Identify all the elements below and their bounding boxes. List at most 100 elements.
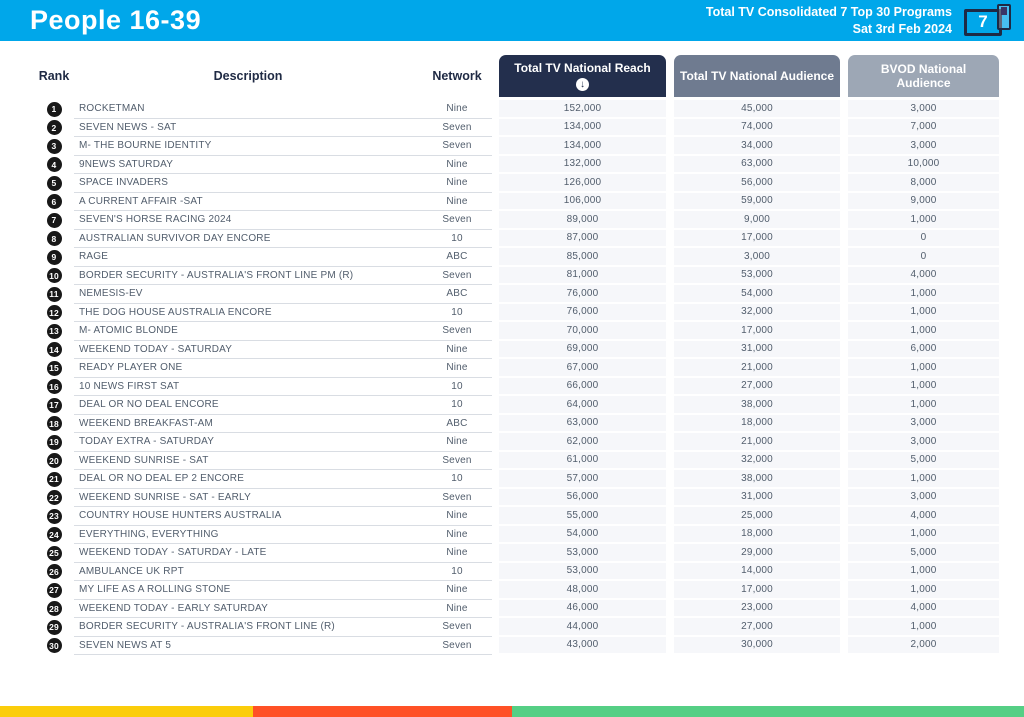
column-gap (492, 433, 499, 452)
column-gap (840, 55, 848, 97)
column-gap (666, 156, 674, 175)
column-gap (492, 100, 499, 119)
network-value: 10 (422, 230, 492, 248)
audience-value: 74,000 (674, 118, 840, 137)
column-gap (840, 304, 848, 323)
bvod-value: 0 (848, 248, 999, 267)
network-value: Nine (422, 526, 492, 544)
program-description: READY PLAYER ONE (74, 359, 422, 378)
column-gap (840, 322, 848, 341)
column-header-audience[interactable]: Total TV National Audience (674, 55, 840, 97)
network-value: 10 (422, 563, 492, 581)
column-gap (492, 526, 499, 545)
bvod-value: 1,000 (848, 396, 999, 415)
network-value: Seven (422, 119, 492, 137)
table-row: 10 BORDER SECURITY - AUSTRALIA'S FRONT L… (34, 266, 999, 285)
column-header-network: Network (432, 69, 482, 83)
network-value: ABC (422, 415, 492, 433)
rank-badge: 23 (46, 508, 62, 524)
table-row: 5 SPACE INVADERS Nine 126,000 56,000 8,0… (34, 174, 999, 193)
program-description: BORDER SECURITY - AUSTRALIA'S FRONT LINE… (74, 618, 422, 637)
bvod-value: 1,000 (848, 322, 999, 341)
column-gap (666, 304, 674, 323)
table-row: 7 SEVEN'S HORSE RACING 2024 Seven 89,000… (34, 211, 999, 230)
table-row: 16 10 NEWS FIRST SAT 10 66,000 27,000 1,… (34, 377, 999, 396)
bvod-value: 1,000 (848, 359, 999, 378)
rank-badge: 12 (46, 305, 62, 321)
audience-value: 34,000 (674, 137, 840, 156)
bvod-value: 5,000 (848, 544, 999, 563)
program-description: SPACE INVADERS (74, 174, 422, 193)
rank-badge: 17 (46, 397, 62, 413)
column-header-description: Description (213, 69, 283, 83)
column-gap (492, 600, 499, 619)
reach-value: 89,000 (499, 211, 666, 230)
column-header-bvod[interactable]: BVOD National Audience (848, 55, 999, 97)
column-gap (840, 507, 848, 526)
column-header-reach[interactable]: Total TV National Reach ↓ (499, 55, 666, 97)
network-value: 10 (422, 396, 492, 415)
audience-value: 56,000 (674, 174, 840, 193)
column-gap (666, 100, 674, 119)
audience-value: 21,000 (674, 359, 840, 378)
reach-value: 76,000 (499, 285, 666, 304)
reach-value: 134,000 (499, 118, 666, 137)
network-value: Nine (422, 433, 492, 452)
column-gap (840, 230, 848, 249)
reach-value: 76,000 (499, 303, 666, 322)
audience-value: 30,000 (674, 636, 840, 655)
table-row: 22 WEEKEND SUNRISE - SAT - EARLY Seven 5… (34, 488, 999, 507)
column-gap (666, 396, 674, 415)
audience-value: 18,000 (674, 414, 840, 433)
bvod-value: 4,000 (848, 266, 999, 285)
rank-badge: 7 (46, 212, 62, 228)
program-description: AUSTRALIAN SURVIVOR DAY ENCORE (74, 230, 422, 248)
rank-badge: 2 (46, 120, 62, 136)
column-gap (666, 230, 674, 249)
network-value: Seven (422, 322, 492, 341)
table-row: 30 SEVEN NEWS AT 5 Seven 43,000 30,000 2… (34, 636, 999, 655)
audience-value: 17,000 (674, 229, 840, 248)
bvod-value: 3,000 (848, 137, 999, 156)
rank-badge: 15 (46, 360, 62, 376)
tv-screen-icon: 7 (964, 8, 1002, 36)
rank-badge: 22 (46, 490, 62, 506)
network-value: Nine (422, 581, 492, 600)
rank-badge: 18 (46, 416, 62, 432)
column-gap (492, 415, 499, 434)
column-gap (492, 341, 499, 360)
rank-badge: 5 (46, 175, 62, 191)
column-gap (492, 396, 499, 415)
reach-value: 56,000 (499, 488, 666, 507)
top-bar: People 16-39 Total TV Consolidated 7 Top… (0, 0, 1024, 41)
footer-segment-red (252, 706, 512, 717)
bvod-value: 1,000 (848, 618, 999, 637)
column-gap (666, 507, 674, 526)
audience-value: 27,000 (674, 618, 840, 637)
column-gap (492, 544, 499, 563)
reach-value: 152,000 (499, 100, 666, 119)
network-value: Seven (422, 618, 492, 637)
column-gap (492, 618, 499, 637)
network-value: ABC (422, 285, 492, 304)
rank-badge: 26 (46, 564, 62, 580)
reach-value: 62,000 (499, 433, 666, 452)
column-gap (840, 452, 848, 471)
program-description: 9NEWS SATURDAY (74, 156, 422, 174)
table-row: 18 WEEKEND BREAKFAST-AM ABC 63,000 18,00… (34, 414, 999, 434)
bvod-value: 10,000 (848, 155, 999, 174)
column-gap (492, 507, 499, 526)
column-gap (666, 248, 674, 267)
column-gap (840, 211, 848, 230)
bvod-value: 4,000 (848, 507, 999, 526)
program-description: BORDER SECURITY - AUSTRALIA'S FRONT LINE… (74, 267, 422, 285)
table-row: 19 TODAY EXTRA - SATURDAY Nine 62,000 21… (34, 433, 999, 452)
column-gap (840, 156, 848, 175)
table-row: 2 SEVEN NEWS - SAT Seven 134,000 74,000 … (34, 118, 999, 137)
rank-badge: 29 (46, 619, 62, 635)
column-gap (666, 618, 674, 637)
column-gap (840, 526, 848, 545)
reach-value: 64,000 (499, 396, 666, 415)
bvod-value: 6,000 (848, 340, 999, 359)
bvod-value: 1,000 (848, 470, 999, 489)
